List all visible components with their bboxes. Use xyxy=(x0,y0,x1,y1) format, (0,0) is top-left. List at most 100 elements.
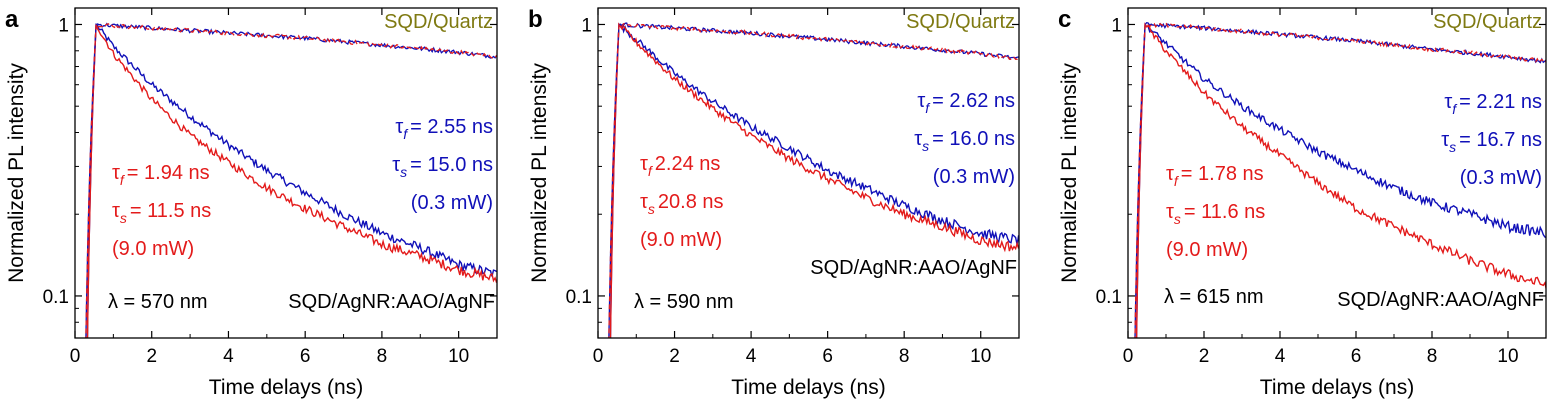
power-red: (9.0 mW) xyxy=(112,238,194,260)
y-tick-label: 0.1 xyxy=(43,287,69,308)
x-tick-label: 10 xyxy=(448,346,469,367)
x-tick-label: 0 xyxy=(593,346,604,367)
panel-letter: c xyxy=(1058,6,1071,33)
power-red: (9.0 mW) xyxy=(1166,239,1248,261)
panel-a: 0 2 4 6 8 10 10.1 Time delays (ns) Normalized PL… xyxy=(5,6,498,399)
x-tick-label: 8 xyxy=(377,346,388,367)
blue-fit-annotation: τf = 2.21 ns τs = 16.7 ns (0.3 mW) xyxy=(1441,91,1542,189)
plot-area xyxy=(608,22,1019,338)
y-axis: 10.1 xyxy=(1096,15,1546,323)
x-axis-title: Time delays (ns) xyxy=(209,376,363,399)
quartz-label: SQD/Quartz xyxy=(384,11,493,33)
x-tick-label: 2 xyxy=(146,346,157,367)
x-tick-label: 8 xyxy=(899,346,910,367)
tau-value: = 1.78 ns xyxy=(1181,163,1264,185)
y-axis: 10.1 xyxy=(43,15,497,323)
red-fit-annotation: τf = 1.78 ns τs = 11.6 ns (9.0 mW) xyxy=(1166,163,1265,261)
power-red: (9.0 mW) xyxy=(640,229,722,251)
x-tick-label: 0 xyxy=(1123,346,1134,367)
blue-fit-annotation: τf = 2.55 ns τs = 15.0 ns (0.3 mW) xyxy=(392,116,493,214)
tau-s-red: τs = 11.6 ns xyxy=(1166,201,1265,227)
y-tick-label: 1 xyxy=(581,15,592,36)
x-tick-label: 4 xyxy=(746,346,757,367)
quartz-red-decay-line xyxy=(85,22,497,338)
tau-value: = 2.55 ns xyxy=(410,116,493,138)
tau-f-blue: τf = 2.62 ns xyxy=(917,90,1015,116)
wavelength-label: λ = 615 nm xyxy=(1164,286,1264,308)
sample-blue-decay-line xyxy=(609,22,1019,338)
tau-value: = 2.21 ns xyxy=(1459,91,1542,113)
blue-fit-annotation: τf = 2.62 ns τs = 16.0 ns (0.3 mW) xyxy=(914,90,1015,188)
panel-c: 0 2 4 6 8 10 10.1 Time delays (ns) Normalized PL… xyxy=(1058,6,1547,399)
tau-s-red: τs = 11.5 ns xyxy=(112,200,211,226)
sample-red-decay-line xyxy=(609,22,1019,338)
x-tick-label: 10 xyxy=(1497,346,1518,367)
plot-frame xyxy=(1127,7,1547,339)
y-tick-label: 0.1 xyxy=(566,287,592,308)
tau-value: = 11.6 ns xyxy=(1184,201,1265,223)
sample-label: SQD/AgNR:AAO/AgNF xyxy=(288,291,495,313)
x-tick-label: 2 xyxy=(1199,346,1210,367)
plot-area xyxy=(1134,21,1546,338)
panel-letter: b xyxy=(528,6,543,33)
x-tick-label: 6 xyxy=(1351,346,1362,367)
tau-value: = 16.7 ns xyxy=(1459,129,1542,151)
y-axis-title: Normalized PL intensity xyxy=(528,63,551,283)
x-axis-title: Time delays (ns) xyxy=(731,376,885,399)
tau-value: = 15.0 ns xyxy=(410,154,493,176)
power-blue: (0.3 mW) xyxy=(1460,167,1542,189)
y-axis: 10.1 xyxy=(566,15,1019,323)
tau-s-red: τs 20.8 ns xyxy=(640,191,724,217)
sample-blue-decay-line xyxy=(86,23,497,338)
tau-f-red: τf 2.24 ns xyxy=(640,153,720,179)
x-axis: 0 2 4 6 8 10 xyxy=(70,8,498,367)
tau-s-blue: τs = 16.7 ns xyxy=(1441,129,1542,155)
red-fit-annotation: τf 2.24 ns τs 20.8 ns (9.0 mW) xyxy=(640,153,724,251)
sample-red-decay-line xyxy=(86,24,497,338)
plot-frame xyxy=(597,7,1020,339)
wavelength-label: λ = 570 nm xyxy=(108,291,208,313)
x-tick-label: 4 xyxy=(1275,346,1286,367)
x-tick-label: 4 xyxy=(223,346,234,367)
tau-value: = 2.62 ns xyxy=(932,90,1015,112)
power-blue: (0.3 mW) xyxy=(411,192,493,214)
tau-s-blue: τs = 16.0 ns xyxy=(914,128,1015,154)
panel-letter: a xyxy=(5,6,19,33)
sample-label: SQD/AgNR:AAO/AgNF xyxy=(810,257,1017,279)
plot-frame xyxy=(74,7,498,339)
quartz-label: SQD/Quartz xyxy=(906,11,1015,33)
wavelength-label: λ = 590 nm xyxy=(634,291,734,313)
sample-red-decay-line xyxy=(1135,22,1546,338)
y-tick-label: 0.1 xyxy=(1096,287,1122,308)
sample-blue-decay-line xyxy=(1135,22,1546,338)
x-tick-label: 10 xyxy=(970,346,991,367)
tau-value: = 11.5 ns xyxy=(130,200,211,222)
x-axis-title: Time delays (ns) xyxy=(1260,376,1414,399)
x-tick-label: 0 xyxy=(70,346,81,367)
x-tick-label: 8 xyxy=(1427,346,1438,367)
x-tick-label: 6 xyxy=(822,346,833,367)
quartz-red-decay-line xyxy=(1134,22,1546,338)
red-fit-annotation: τf = 1.94 ns τs = 11.5 ns (9.0 mW) xyxy=(112,162,211,260)
tau-value: 2.24 ns xyxy=(655,153,721,175)
x-tick-label: 2 xyxy=(669,346,680,367)
tau-f-red: τf = 1.78 ns xyxy=(1166,163,1264,189)
tau-f-blue: τf = 2.21 ns xyxy=(1444,91,1542,117)
y-axis-title: Normalized PL intensity xyxy=(5,63,28,283)
power-blue: (0.3 mW) xyxy=(933,166,1015,188)
quartz-blue-decay-line xyxy=(1134,21,1546,338)
tau-value: 20.8 ns xyxy=(658,191,724,213)
quartz-red-decay-line xyxy=(608,22,1019,338)
tau-value: = 1.94 ns xyxy=(127,162,210,184)
plot-area xyxy=(85,22,497,338)
tau-f-blue: τf = 2.55 ns xyxy=(395,116,493,142)
x-tick-label: 6 xyxy=(300,346,311,367)
x-axis: 0 2 4 6 8 10 xyxy=(1123,8,1547,367)
tau-value: = 16.0 ns xyxy=(932,128,1015,150)
tau-f-red: τf = 1.94 ns xyxy=(112,162,210,188)
y-axis-title: Normalized PL intensity xyxy=(1058,63,1081,283)
quartz-label: SQD/Quartz xyxy=(1433,11,1542,33)
sample-label: SQD/AgNR:AAO/AgNF xyxy=(1337,289,1544,311)
